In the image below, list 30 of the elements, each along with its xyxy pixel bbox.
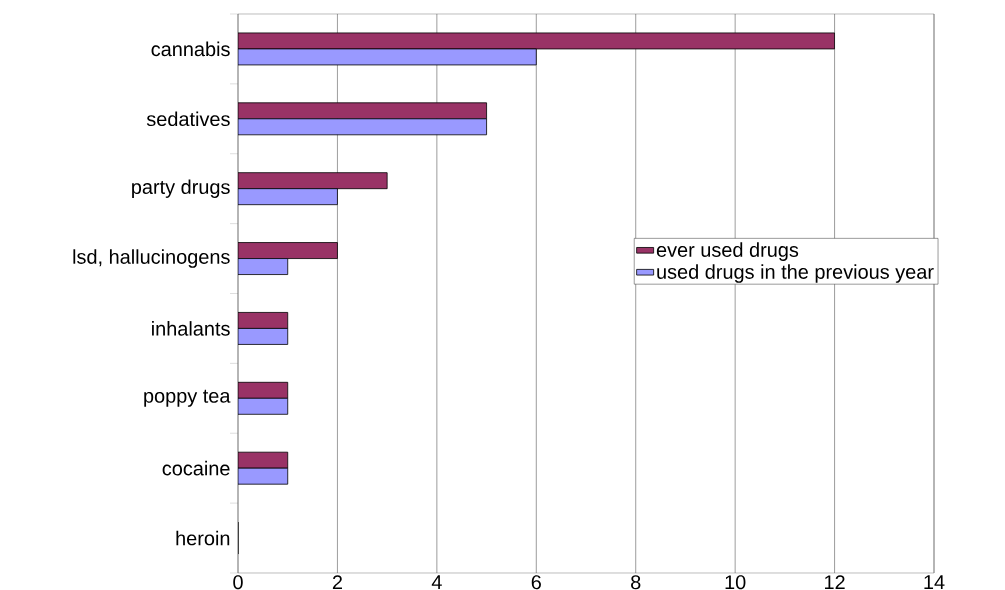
y-tick-label: poppy tea [144,389,231,407]
bar [238,172,388,190]
bar [238,328,289,345]
bar [238,118,487,136]
x-tick-label: 4 [431,575,442,589]
bar [238,102,487,120]
bar [238,312,289,329]
bar [238,188,338,206]
bar [238,242,338,259]
legend-label: ever used drugs [656,242,799,261]
x-tick-label: 2 [332,575,342,590]
y-tick-label: cocaine [162,460,230,476]
y-tick-label: cannabis [151,41,230,57]
y-tick-label: sedatives [146,111,230,127]
bar [238,467,289,485]
x-tick-label: 10 [725,575,746,590]
bar [238,258,289,275]
y-tick-label: lsd, hallucinogens [73,249,230,268]
bar [238,451,289,469]
bar [238,381,289,399]
x-tick-label: 12 [825,575,845,590]
bar [238,397,289,415]
y-tick-label: inhalants [152,321,230,336]
x-tick-label: 8 [631,575,641,590]
x-tick-label: 14 [924,575,945,589]
x-tick-label: 6 [531,575,541,590]
y-tick-label: party drugs [132,179,230,198]
legend-label: used drugs in the previous year [657,264,934,283]
y-tick-label: heroin [176,530,230,546]
x-tick-label: 0 [233,575,243,590]
